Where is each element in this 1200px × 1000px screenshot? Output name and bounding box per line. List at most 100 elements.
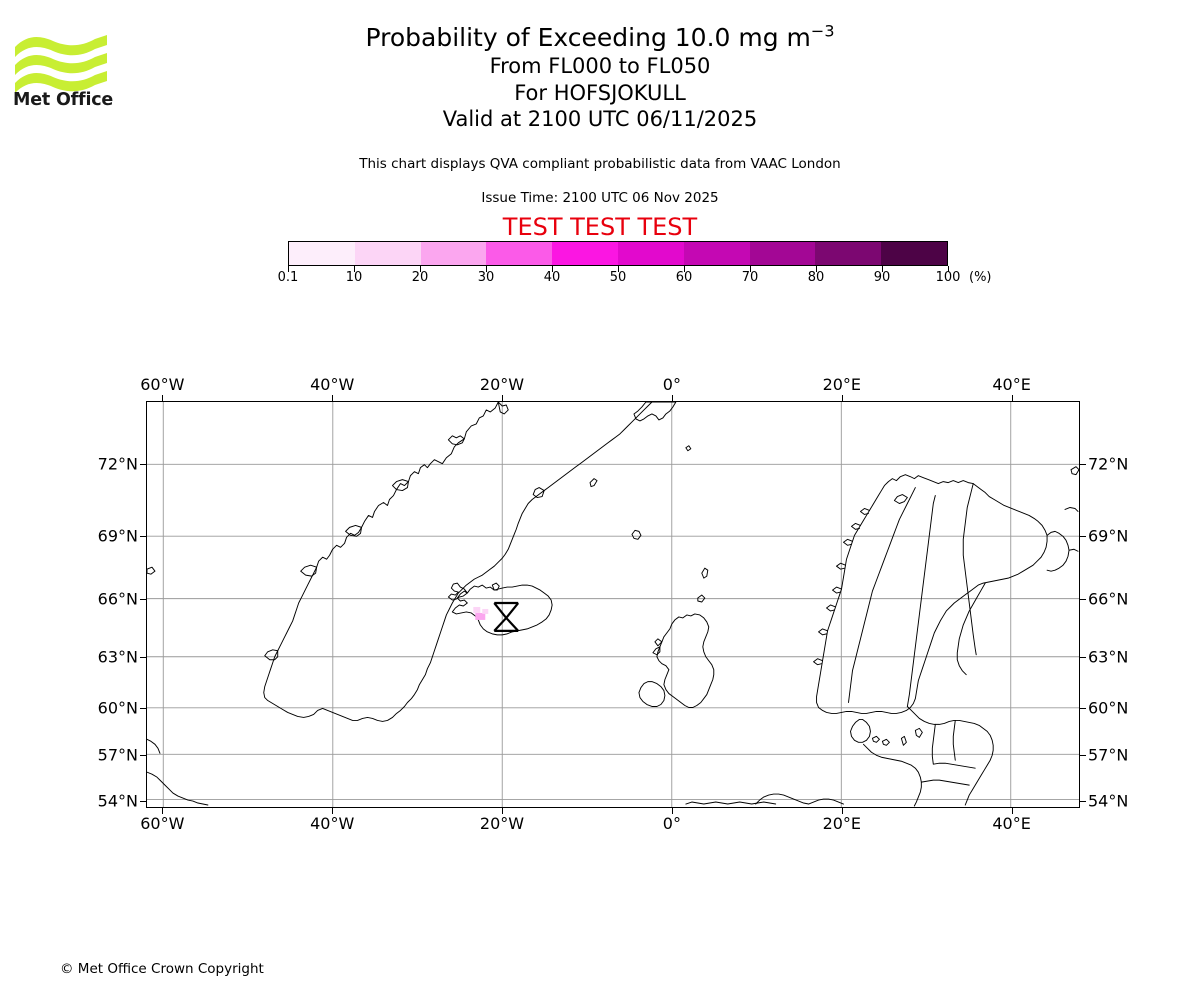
- north-russia-islet: [1070, 466, 1079, 476]
- lat-tick-0-0: [140, 463, 146, 465]
- qva-disclaimer-text: This chart displays QVA compliant probab…: [359, 156, 841, 172]
- colorbar-segments: [288, 241, 948, 266]
- title-line-1: Probability of Exceeding 10.0 mg m−3: [0, 22, 1200, 53]
- probability-colorbar: [288, 241, 948, 266]
- colorbar-tick-100: [948, 266, 950, 272]
- lon-label-top-2: 20°W: [479, 375, 525, 394]
- netherlands-belgium-coast: [755, 793, 810, 805]
- svalbard-island: [633, 402, 677, 422]
- greenland-fjord-detail-4: [300, 564, 318, 577]
- iceland-north-inlet: [491, 582, 500, 591]
- title-line-2: From FL000 to FL050: [489, 54, 711, 78]
- title-line-3: For HOFSJOKULL: [514, 80, 686, 105]
- north-sea-south-coast: [808, 798, 844, 805]
- denmark-coast: [850, 718, 871, 743]
- lat-label-right-3: 63°N: [1088, 647, 1129, 667]
- colorbar-label-60: 60: [675, 270, 693, 285]
- colorbar-label-90: 90: [873, 270, 891, 285]
- ash-probability-cells: [473, 606, 489, 620]
- map-plot-area[interactable]: [146, 401, 1080, 808]
- copyright-notice: © Met Office Crown Copyright: [60, 961, 264, 977]
- greenland-fjord-detail-3: [345, 524, 363, 537]
- lat-tick-3-0: [140, 657, 146, 659]
- lat-label-right-0: 72°N: [1088, 454, 1129, 474]
- lon-tick-3-0: [671, 395, 674, 401]
- colorbar-tick-labels: 0.1 10 20 30 40 50 60 70 80 90 100: [278, 270, 961, 288]
- lon-label-bottom-2: 20°W: [479, 814, 525, 833]
- colorbar-segment-6: [683, 242, 750, 265]
- lon-label-top-3: 0°: [662, 375, 681, 394]
- lat-label-left-1: 69°N: [97, 526, 138, 546]
- lon-tick-4-0: [841, 395, 843, 401]
- chart-title-block: Probability of Exceeding 10.0 mg m−3 Fro…: [0, 22, 1200, 133]
- lon-label-bottom-4: 20°E: [822, 814, 862, 833]
- lofoten-islands: [893, 494, 908, 504]
- colorbar-tick-70: [750, 266, 752, 272]
- greenland-fjord-detail-2: [391, 479, 409, 492]
- lon-tick-5-0: [1011, 395, 1013, 401]
- colorbar-label-30: 30: [477, 270, 495, 285]
- colorbar-label-10: 10: [345, 270, 363, 285]
- lat-label-right-4: 60°N: [1088, 698, 1129, 718]
- colorbar-ticks: [288, 266, 950, 274]
- colorbar-segment-2: [420, 242, 487, 265]
- lon-tick-1-1: [332, 808, 334, 814]
- gulf-of-bothnia: [956, 582, 986, 676]
- baltic-coast: [906, 706, 994, 806]
- lon-tick-5-1: [1011, 808, 1013, 814]
- lat-label-left-3: 63°N: [97, 647, 138, 667]
- lon-label-bottom-0: 60°W: [140, 814, 185, 833]
- volcano-marker-hofsjokull[interactable]: [493, 601, 520, 632]
- scotland-hebrides: [652, 646, 661, 656]
- lon-tick-0-0: [162, 395, 164, 401]
- colorbar-tick-90: [882, 266, 884, 272]
- greenland-scoresby-inlet: [532, 487, 545, 499]
- colorbar-tick-10: [354, 266, 356, 272]
- lon-label-bottom-1: 40°W: [310, 814, 355, 833]
- colorbar-segment-7: [749, 242, 816, 265]
- lat-tick-6-0: [140, 800, 146, 802]
- colorbar-tick-60: [684, 266, 686, 272]
- iceland-westfjords: [447, 582, 468, 601]
- norway-fjords: [813, 508, 870, 666]
- met-office-wordmark: Met Office: [13, 90, 114, 110]
- title-exponent: −3: [810, 21, 835, 41]
- greenland-fjord-detail-1: [447, 435, 465, 446]
- lat-tick-6-1: [1080, 800, 1086, 802]
- labrador-coast: [147, 771, 209, 806]
- lat-label-left-5: 57°N: [97, 745, 138, 765]
- colorbar-segment-4: [552, 242, 618, 265]
- colorbar-segment-8: [815, 242, 882, 265]
- iceland-coast: [451, 584, 553, 636]
- faroe-islands: [631, 529, 642, 540]
- test-banner: TEST TEST TEST: [502, 213, 698, 241]
- baltic-state-borders: [920, 719, 976, 786]
- lat-label-right-1: 69°N: [1088, 526, 1129, 546]
- scotland-west-isles: [654, 638, 663, 647]
- lat-label-right-6: 54°N: [1088, 791, 1129, 810]
- lat-tick-4-0: [140, 708, 146, 710]
- great-britain-coast: [656, 613, 715, 708]
- jan-mayen-island: [589, 478, 598, 488]
- colorbar-segment-9: [881, 242, 947, 265]
- lon-label-top-1: 40°W: [310, 375, 355, 394]
- colorbar-tick-20: [420, 266, 422, 272]
- lon-label-top-0: 60°W: [140, 375, 185, 394]
- lon-label-bottom-5: 40°E: [992, 814, 1031, 833]
- colorbar-tick-0.1: [288, 266, 290, 272]
- lon-tick-1-0: [332, 395, 334, 401]
- colorbar-segment-3: [486, 242, 553, 265]
- finland-russia-border: [962, 483, 977, 656]
- lat-label-left-6: 54°N: [97, 791, 138, 810]
- colorbar-label-40: 40: [543, 270, 561, 285]
- map-svg: [147, 402, 1079, 807]
- baffin-islet: [147, 566, 156, 575]
- lat-label-left-0: 72°N: [97, 454, 138, 474]
- issue-time-text: Issue Time: 2100 UTC 06 Nov 2025: [481, 190, 719, 206]
- colorbar-label-80: 80: [807, 270, 825, 285]
- lon-tick-2-1: [502, 808, 504, 814]
- lat-tick-1-1: [1080, 535, 1086, 537]
- colorbar-tick-50: [618, 266, 620, 272]
- shetland-islands: [701, 567, 709, 579]
- colorbar-label-100: 100: [935, 270, 961, 285]
